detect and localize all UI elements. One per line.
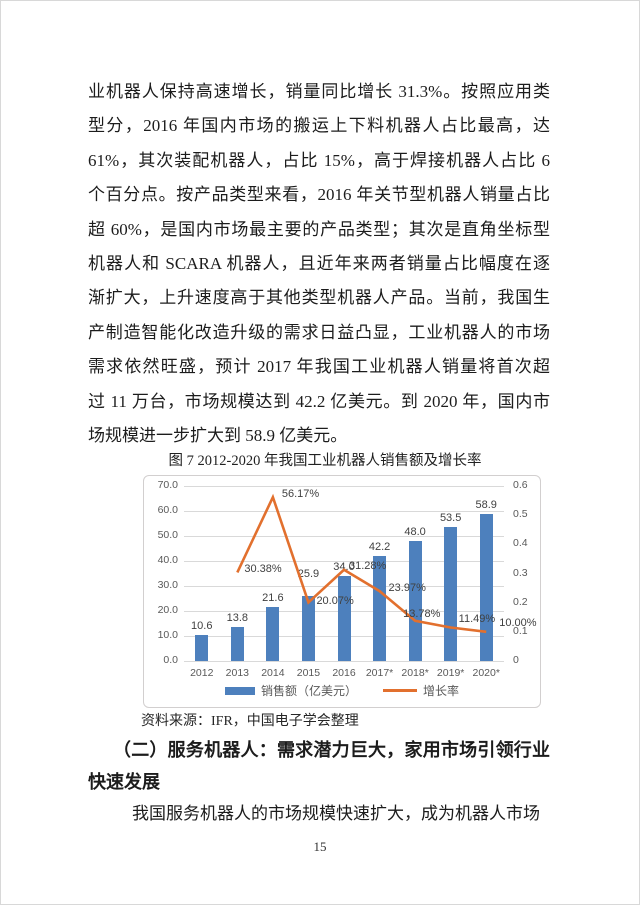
- text-line: 场规模进一步扩大到 58.9 亿美元。: [88, 425, 348, 445]
- bar-value-label: 13.8: [226, 611, 249, 624]
- bar-value-label: 58.9: [475, 498, 497, 511]
- bar: [479, 513, 493, 661]
- bar-value-label: 34.0: [333, 561, 355, 573]
- paragraph-industrial-robots: 业机器人保持高速增长，销量同比增长 31.3%。按照应用类 型分，2016 年国内…: [88, 75, 550, 453]
- text-line: 型分，2016 年国内市场的搬运上下料机器人占比最高，达: [88, 116, 550, 136]
- text-line: 机器人和 SCARA 机器人，且近年来两者销量占比幅度在逐: [88, 253, 550, 273]
- text-line: 渐扩大，上升速度高于其他类型机器人产品。当前，我国生: [88, 288, 550, 308]
- line-value-label: 30.38%: [244, 563, 282, 576]
- right-axis-tick-label: 0: [513, 654, 519, 666]
- x-axis-tick-label: 2012: [190, 667, 214, 679]
- right-axis-tick-label: 0.4: [513, 537, 528, 550]
- growth-line: [236, 493, 487, 634]
- text-line: 超 60%，是国内市场最主要的产品类型；其次是直角坐标型: [88, 219, 550, 239]
- bar-value-label: 10.6: [191, 619, 213, 632]
- y-axis-tick-label: 40.0: [157, 554, 178, 566]
- legend-item-growth: 增长率: [383, 682, 459, 699]
- text-line: 个百分点。按产品类型来看，2016 年关节型机器人销量占比: [88, 185, 550, 205]
- text-line: 业机器人保持高速增长，销量同比增长 31.3%。按照应用类: [88, 82, 550, 101]
- chart-legend: 销售额（亿美元） 增长率: [144, 682, 540, 699]
- x-axis-tick-label: 2013: [225, 667, 249, 679]
- bar: [408, 541, 422, 661]
- figure-chart: 销售额（亿美元） 增长率 70.0 60.0 50.0 40.0 30.0 20.0 10.…: [143, 475, 541, 708]
- x-axis-tick-label: 2020*: [472, 667, 500, 679]
- bar-value-label: 53.5: [439, 512, 462, 525]
- right-axis-tick-label: 0.5: [513, 508, 528, 521]
- text-line: 产制造智能化改造升级的需求日益凸显，工业机器人的市场: [88, 322, 550, 342]
- growth-line-path: [236, 493, 487, 634]
- bar-value-label: 25.9: [297, 568, 320, 581]
- figure-caption: 图 7 2012-2020 年我国工业机器人销售额及增长率: [168, 453, 482, 469]
- line-value-label: 10.00%: [499, 616, 537, 629]
- right-axis-tick-label: 0.3: [513, 566, 528, 579]
- gridline: [184, 560, 504, 562]
- line-series-swatch-icon: [383, 689, 417, 692]
- gridline: [184, 535, 504, 537]
- line-value-label: 56.17%: [281, 488, 320, 501]
- y-axis-tick-label: 30.0: [157, 579, 178, 591]
- y-axis-tick-label: 70.0: [157, 479, 178, 491]
- bar: [266, 607, 280, 661]
- y-axis-tick-label: 50.0: [157, 529, 178, 541]
- y-axis-tick-label: 60.0: [157, 504, 178, 516]
- service-robot-section: （二）服务机器人：需求潜力巨大，家用市场引领行业 快速发展 我国服务机器人的市场…: [88, 735, 550, 830]
- x-axis-tick-label: 2018*: [401, 667, 429, 679]
- legend-item-sales: 销售额（亿美元）: [224, 682, 357, 699]
- right-axis-tick-label: 0.6: [513, 479, 528, 491]
- bar-series-swatch-icon: [224, 686, 255, 695]
- text-line: 61%，其次装配机器人，占比 15%，高于焊接机器人占比 6: [88, 150, 550, 170]
- text-line: 过 11 万台，市场规模达到 42.2 亿美元。到 2020 年，国内市: [88, 391, 550, 411]
- source-note: 资料来源：IFR，中国电子学会整理: [141, 714, 359, 729]
- legend-label-sales: 销售额（亿美元）: [260, 684, 357, 698]
- right-axis-tick-label: 0.2: [513, 595, 528, 608]
- y-axis-tick-label: 10.0: [157, 629, 178, 641]
- x-axis-tick-label: 2017*: [365, 667, 394, 679]
- section-heading-line-2: 快速发展: [88, 771, 160, 792]
- line-value-label: 31.28%: [349, 559, 387, 572]
- bar-value-label: 42.2: [368, 540, 391, 553]
- gridline: [184, 485, 504, 487]
- bar: [301, 596, 315, 661]
- bar: [337, 576, 351, 661]
- right-axis-tick-label: 0.1: [513, 624, 528, 637]
- line-value-label: 20.07%: [316, 595, 354, 608]
- x-axis-tick-label: 2016: [332, 667, 356, 679]
- x-axis-tick-label: 2014: [261, 667, 285, 679]
- x-axis-tick-label: 2015: [296, 667, 321, 679]
- y-axis-tick-label: 20.0: [157, 604, 178, 616]
- page-number: 15: [313, 839, 327, 854]
- legend-label-growth: 增长率: [423, 684, 460, 698]
- x-axis-tick-label: 2019*: [436, 667, 465, 679]
- y-axis-tick-label: 0.0: [163, 654, 178, 666]
- bar: [373, 555, 387, 661]
- text-line: 需求依然旺盛，预计 2017 年我国工业机器人销量将首次超: [88, 357, 550, 377]
- gridline: [184, 510, 504, 512]
- line-value-label: 23.97%: [388, 582, 426, 595]
- bar: [230, 626, 244, 661]
- section-heading-line-1: （二）服务机器人：需求潜力巨大，家用市场引领行业: [113, 740, 550, 760]
- gridline: [184, 660, 504, 662]
- bar: [195, 634, 209, 661]
- bar-value-label: 48.0: [404, 526, 426, 538]
- bar-value-label: 21.6: [262, 592, 284, 604]
- line-value-label: 13.78%: [403, 607, 441, 620]
- paragraph-service-robots: 我国服务机器人的市场规模快速扩大，成为机器人市场: [132, 804, 540, 823]
- line-value-label: 11.49%: [458, 613, 496, 626]
